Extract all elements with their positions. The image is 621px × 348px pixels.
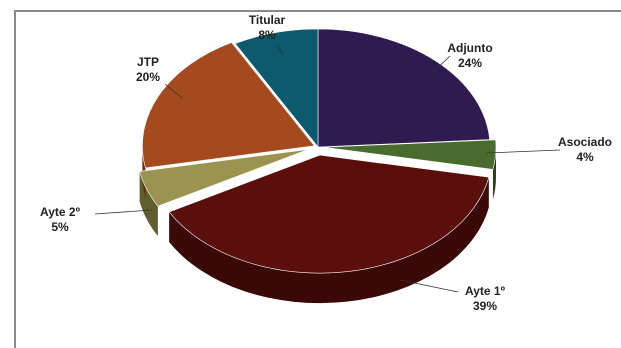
pie-slices xyxy=(139,28,497,274)
chart-border-left xyxy=(14,10,16,348)
leader-line-asociado xyxy=(486,149,561,154)
slice-label-adjunto: Adjunto xyxy=(447,41,492,55)
slice-value-ayte-1-: 39% xyxy=(473,299,497,313)
leader-line-titular xyxy=(277,45,284,56)
slice-label-ayte-1-: Ayte 1º xyxy=(465,284,506,298)
leader-lines xyxy=(94,45,561,293)
slice-label-titular: Titular xyxy=(249,13,286,27)
slice-value-asociado: 4% xyxy=(576,150,594,164)
pie-slice-adjunto xyxy=(317,28,490,148)
slice-label-ayte-2-: Ayte 2º xyxy=(40,205,81,219)
pie-side-ayte-1- xyxy=(169,177,489,304)
pie-slice-asociado xyxy=(323,139,497,170)
leader-line-ayte-2- xyxy=(94,209,153,215)
pie-slice-ayte-1- xyxy=(168,154,490,274)
pie-slice-ayte-2- xyxy=(139,149,309,207)
slice-value-jtp: 20% xyxy=(136,70,160,84)
pie-slice-titular xyxy=(234,28,319,148)
slice-label-asociado: Asociado xyxy=(558,135,612,149)
chart-border-top xyxy=(14,10,621,12)
pie-slice-jtp xyxy=(142,42,315,169)
slice-value-ayte-2-: 5% xyxy=(51,220,69,234)
leader-line-ayte-1- xyxy=(399,279,459,293)
leader-line-jtp xyxy=(164,83,183,99)
slice-label-jtp: JTP xyxy=(137,55,159,69)
slice-value-adjunto: 24% xyxy=(458,56,482,70)
slice-value-titular: 8% xyxy=(258,28,276,42)
leader-line-adjunto xyxy=(429,55,451,76)
